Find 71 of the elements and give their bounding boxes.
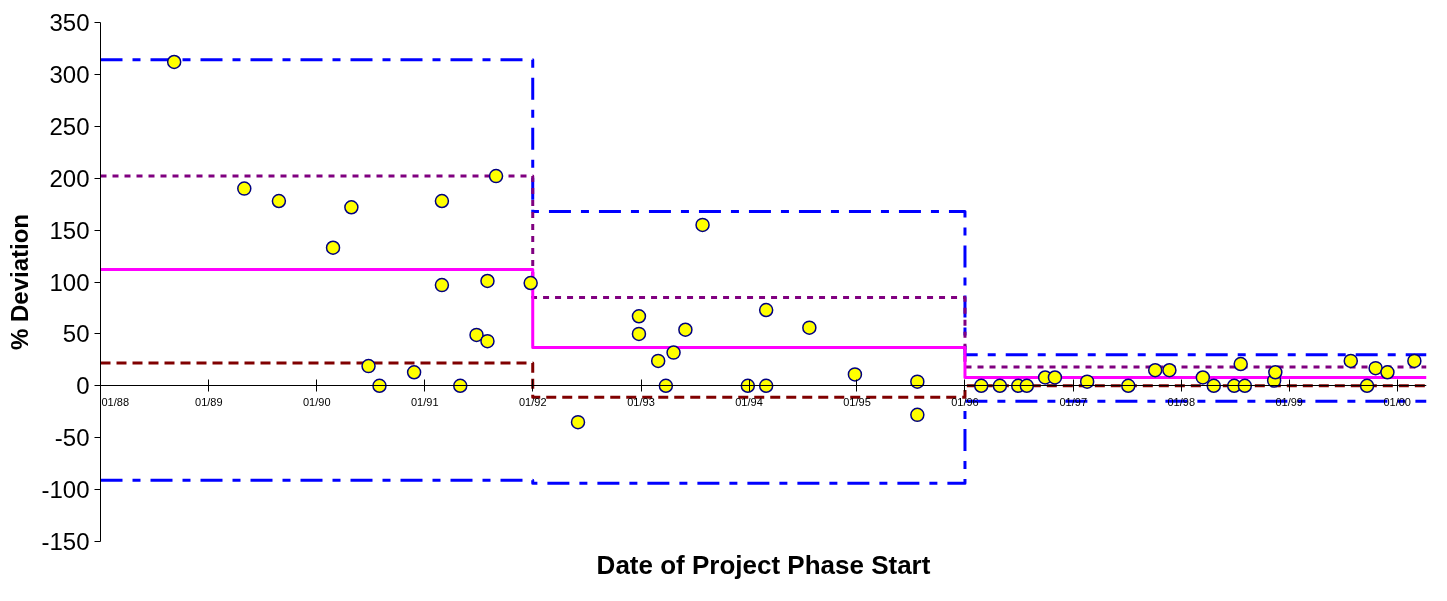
y-tick-label: 300: [49, 60, 90, 88]
point: [1233, 356, 1248, 372]
y-tick-label: 50: [62, 320, 90, 348]
point: [650, 353, 666, 369]
point: [1162, 362, 1177, 378]
x-tick-label: 01/93: [627, 395, 655, 408]
point: [758, 378, 774, 394]
point: [1195, 370, 1211, 385]
point: [631, 326, 647, 342]
point: [453, 378, 468, 394]
point: [1147, 362, 1163, 378]
point: [1343, 353, 1359, 369]
point: [325, 240, 341, 255]
point: [631, 309, 647, 324]
point: [1019, 378, 1035, 394]
y-tick-label: -50: [54, 424, 90, 452]
point: [1407, 353, 1422, 369]
point: [570, 414, 586, 430]
y-tick-label: -100: [41, 476, 90, 504]
point: [237, 181, 252, 196]
point: [361, 358, 376, 374]
point: [666, 345, 681, 360]
point: [1368, 360, 1383, 376]
x-tick-label: 01/88: [101, 395, 130, 408]
y-tick-label: 350: [49, 9, 90, 36]
point: [695, 217, 710, 233]
point: [434, 193, 450, 209]
point: [974, 378, 989, 394]
point: [434, 277, 450, 293]
y-axis-title: % Deviation: [6, 213, 34, 351]
x-tick-label: 01/90: [303, 395, 331, 408]
x-tick-label: 01/00: [1383, 395, 1411, 408]
point: [523, 275, 538, 291]
x-tick-label: 01/95: [843, 395, 871, 408]
point: [1121, 378, 1136, 394]
point: [1079, 374, 1095, 389]
point: [1047, 370, 1063, 385]
point: [469, 327, 484, 343]
x-tick-label: 01/94: [735, 395, 763, 408]
point: [847, 367, 863, 382]
point: [1268, 365, 1283, 380]
point: [1206, 378, 1222, 394]
point: [488, 168, 504, 184]
point: [1380, 365, 1395, 380]
point: [758, 302, 774, 318]
y-tick-label: -150: [41, 528, 90, 555]
x-tick-label: 01/96: [951, 395, 979, 408]
x-tick-label: 01/92: [518, 395, 547, 408]
y-tick-label: 150: [49, 216, 90, 244]
point: [910, 407, 925, 423]
x-tick-label: 01/91: [410, 395, 439, 408]
point: [372, 378, 387, 394]
point: [166, 54, 182, 70]
point: [910, 374, 925, 389]
x-tick-label: 01/89: [195, 395, 223, 408]
point: [271, 193, 287, 209]
point: [992, 378, 1008, 394]
point: [344, 200, 359, 215]
x-axis-title: Date of Project Phase Start: [596, 549, 931, 580]
point: [480, 273, 495, 289]
y-tick-label: 0: [76, 372, 90, 400]
point: [802, 320, 817, 335]
point: [1359, 378, 1375, 394]
point: [406, 365, 422, 380]
point: [480, 333, 495, 349]
point: [1237, 378, 1253, 394]
y-tick-label: 200: [49, 164, 90, 192]
y-tick-label: 100: [49, 268, 90, 296]
y-tick-label: 250: [49, 112, 90, 140]
point: [678, 322, 693, 337]
point: [658, 378, 674, 394]
